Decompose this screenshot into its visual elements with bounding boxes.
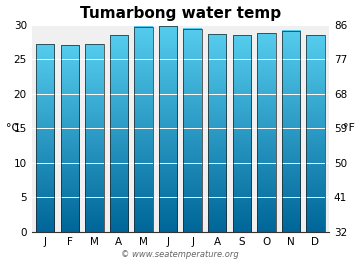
Bar <box>257 33 275 232</box>
Bar <box>233 35 251 232</box>
Title: Tumarbong water temp: Tumarbong water temp <box>80 5 281 21</box>
Y-axis label: °C: °C <box>5 123 19 133</box>
Bar <box>183 29 202 232</box>
Bar <box>60 45 79 232</box>
Bar <box>85 44 104 232</box>
Bar <box>36 44 54 232</box>
Bar <box>208 34 226 232</box>
Y-axis label: °F: °F <box>343 123 355 133</box>
Bar <box>282 31 300 232</box>
Text: © www.seatemperature.org: © www.seatemperature.org <box>121 250 239 259</box>
Bar <box>134 27 153 232</box>
Bar <box>110 35 128 232</box>
Bar <box>306 35 325 232</box>
Bar <box>159 26 177 232</box>
